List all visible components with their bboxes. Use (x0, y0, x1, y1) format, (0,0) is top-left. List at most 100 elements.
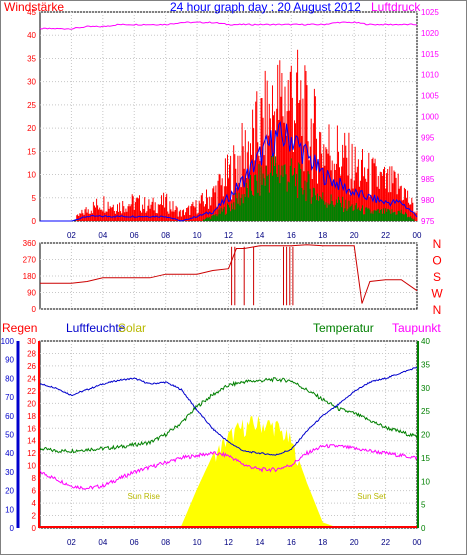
x-tick-label: 20 (350, 231, 359, 240)
temperature-tick-label: 5 (421, 501, 426, 510)
humidity-tick-label: 6 (32, 487, 37, 496)
x-tick-label: 22 (381, 538, 390, 547)
y-tick-label-right: 995 (421, 133, 435, 142)
compass-label: N (433, 237, 442, 251)
pressure-series (39, 21, 418, 30)
luftdruck-label: Luftdruck (371, 0, 421, 14)
temperature-tick-label: 10 (421, 477, 430, 486)
x-tick-label: 16 (287, 538, 296, 547)
humidity-temperature-series: Sun Rise Sun Set (39, 367, 418, 528)
humidity-tick-label: 24 (27, 374, 36, 383)
temperature-tick-label: 40 (421, 337, 430, 346)
rain-tick-label: 100 (1, 337, 15, 346)
humidity-tick-label: 8 (32, 474, 37, 483)
y-tick-label-right: 975 (421, 217, 435, 226)
y-tick-label-right: 1015 (421, 50, 439, 59)
compass-label: N (433, 303, 442, 317)
temperature-series (39, 377, 418, 454)
wind-average-series (40, 121, 418, 222)
regen-label: Regen (2, 321, 37, 335)
temperature-tick-label: 35 (421, 360, 430, 369)
humidity-tick-label: 20 (27, 399, 36, 408)
rain-tick-label: 70 (5, 393, 14, 402)
x-tick-label: 18 (318, 538, 327, 547)
x-tick-label: 18 (318, 231, 327, 240)
humidity-tick-label: 12 (27, 449, 36, 458)
humidity-tick-label: 2 (32, 512, 37, 521)
temperature-tick-label: 20 (421, 431, 430, 440)
y-tick-label-left: 30 (27, 78, 36, 87)
humidity-tick-label: 18 (27, 412, 36, 421)
y-tick-label-left: 40 (27, 31, 36, 40)
y-tick-label-left: 360 (23, 239, 37, 248)
humidity-tick-label: 28 (27, 349, 36, 358)
y-tick-label-right: 1000 (421, 113, 439, 122)
temperature-tick-label: 25 (421, 407, 430, 416)
humidity-temperature-ticks: 0102030405060708090100024681012141618202… (1, 337, 431, 547)
y-tick-label-right: 990 (421, 154, 435, 163)
rain-tick-label: 40 (5, 449, 14, 458)
y-tick-label-left: 180 (23, 272, 37, 281)
dewpoint-series (39, 443, 418, 491)
x-tick-label: 00 (413, 231, 422, 240)
y-tick-label-left: 270 (23, 256, 37, 265)
x-tick-label: 06 (130, 231, 139, 240)
x-tick-label: 16 (287, 231, 296, 240)
compass-label: W (431, 287, 443, 301)
humidity-tick-label: 4 (32, 499, 37, 508)
solar-label: Solar (118, 321, 146, 335)
sun-set-label: Sun Set (357, 492, 386, 501)
rain-tick-label: 30 (5, 468, 14, 477)
taupunkt-label: Taupunkt (392, 321, 441, 335)
x-tick-label: 08 (161, 538, 170, 547)
sun-rise-label: Sun Rise (127, 492, 160, 501)
rain-tick-label: 50 (5, 431, 14, 440)
y-tick-label-left: 45 (27, 8, 36, 17)
y-tick-label-right: 1025 (421, 8, 439, 17)
x-tick-label: 20 (350, 538, 359, 547)
x-tick-label: 02 (67, 231, 76, 240)
humidity-tick-label: 14 (27, 437, 36, 446)
windstaerke-label: Windstärke (4, 0, 64, 14)
y-tick-label-right: 1020 (421, 29, 439, 38)
humidity-tick-label: 16 (27, 424, 36, 433)
y-tick-label-left: 15 (27, 147, 36, 156)
y-tick-label-right: 980 (421, 196, 435, 205)
y-tick-label-left: 20 (27, 124, 36, 133)
temperature-tick-label: 30 (421, 384, 430, 393)
rain-tick-label: 20 (5, 487, 14, 496)
y-tick-label-right: 1010 (421, 71, 439, 80)
temperature-tick-label: 15 (421, 454, 430, 463)
y-tick-label-left: 90 (27, 289, 36, 298)
rain-tick-label: 0 (10, 524, 15, 533)
compass-label: O (432, 254, 441, 268)
y-tick-label-left: 0 (32, 305, 37, 314)
x-tick-label: 04 (98, 231, 107, 240)
wind-pressure-panel: 0510152025303540459759809859909951000100… (4, 0, 439, 240)
humidity-tick-label: 30 (27, 337, 36, 346)
x-tick-label: 00 (413, 538, 422, 547)
x-tick-label: 04 (98, 538, 107, 547)
y-tick-label-right: 985 (421, 175, 435, 184)
x-tick-label: 12 (224, 231, 233, 240)
rain-tick-label: 80 (5, 374, 14, 383)
humidity-series (39, 367, 418, 456)
rain-tick-label: 60 (5, 412, 14, 421)
y-tick-label-left: 25 (27, 101, 36, 110)
compass-label: S (433, 270, 441, 284)
x-tick-label: 22 (381, 231, 390, 240)
wind-pressure-series (39, 21, 418, 222)
x-tick-label: 02 (67, 538, 76, 547)
x-tick-label: 12 (224, 538, 233, 547)
wind-min-series (202, 152, 415, 221)
x-tick-label: 10 (193, 538, 202, 547)
y-tick-label-right: 1005 (421, 92, 439, 101)
wind-pressure-ticks: 0510152025303540459759809859909951000100… (27, 8, 439, 240)
x-tick-label: 14 (255, 538, 264, 547)
chart-title: 24 hour graph day : 20 August 2012 (170, 0, 361, 14)
wind-direction-series (40, 244, 418, 306)
